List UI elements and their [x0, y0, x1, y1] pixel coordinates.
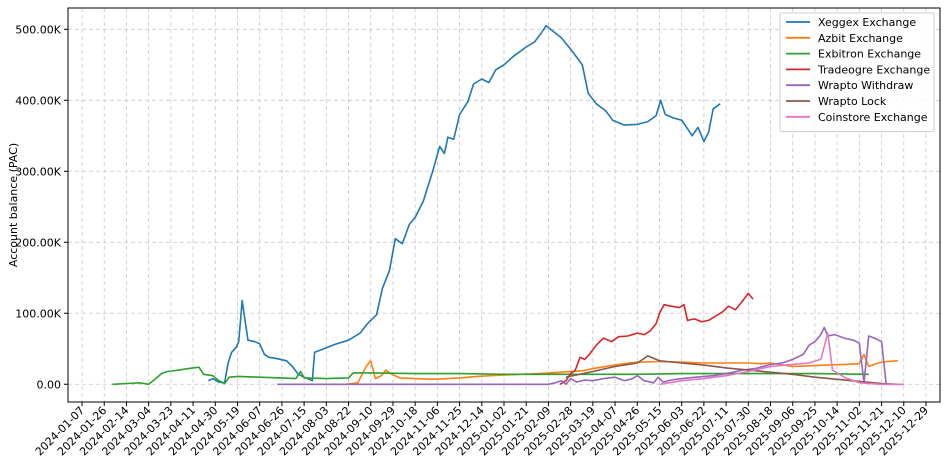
legend-label: Coinstore Exchange [818, 111, 928, 124]
y-tick-label: 300.00K [15, 165, 61, 178]
legend-label: Exbitron Exchange [818, 48, 921, 61]
series-line-tradeogre-exchange [559, 292, 754, 385]
y-axis-label: Account balance (PAC) [7, 143, 20, 267]
legend-label: Xeggex Exchange [818, 16, 916, 29]
y-tick-label: 400.00K [15, 94, 61, 107]
legend-box [779, 12, 935, 133]
legend-label: Azbit Exchange [818, 32, 903, 45]
series-line-wrapto-withdraw [277, 326, 904, 386]
series-lines [112, 24, 904, 386]
axes: 2024-01-072024-01-262024-02-142024-03-04… [15, 23, 931, 458]
legend-label: Wrapto Withdraw [818, 79, 913, 92]
series-line-coinstore-exchange [659, 332, 904, 386]
y-tick-label: 200.00K [15, 236, 61, 249]
y-tick-label: 0.00 [37, 378, 62, 391]
series-line-xeggex-exchange [207, 24, 721, 384]
legend-label: Wrapto Lock [818, 95, 887, 108]
legend: Xeggex Exchange Azbit Exchange Exbitron Ex… [779, 12, 935, 133]
y-tick-label: 100.00K [15, 307, 61, 320]
y-tick-label: 500.00K [15, 23, 61, 36]
legend-label: Tradeogre Exchange [817, 63, 930, 76]
series-line-exbitron-exchange [112, 366, 869, 386]
series-line-wrapto-lock [565, 355, 898, 386]
